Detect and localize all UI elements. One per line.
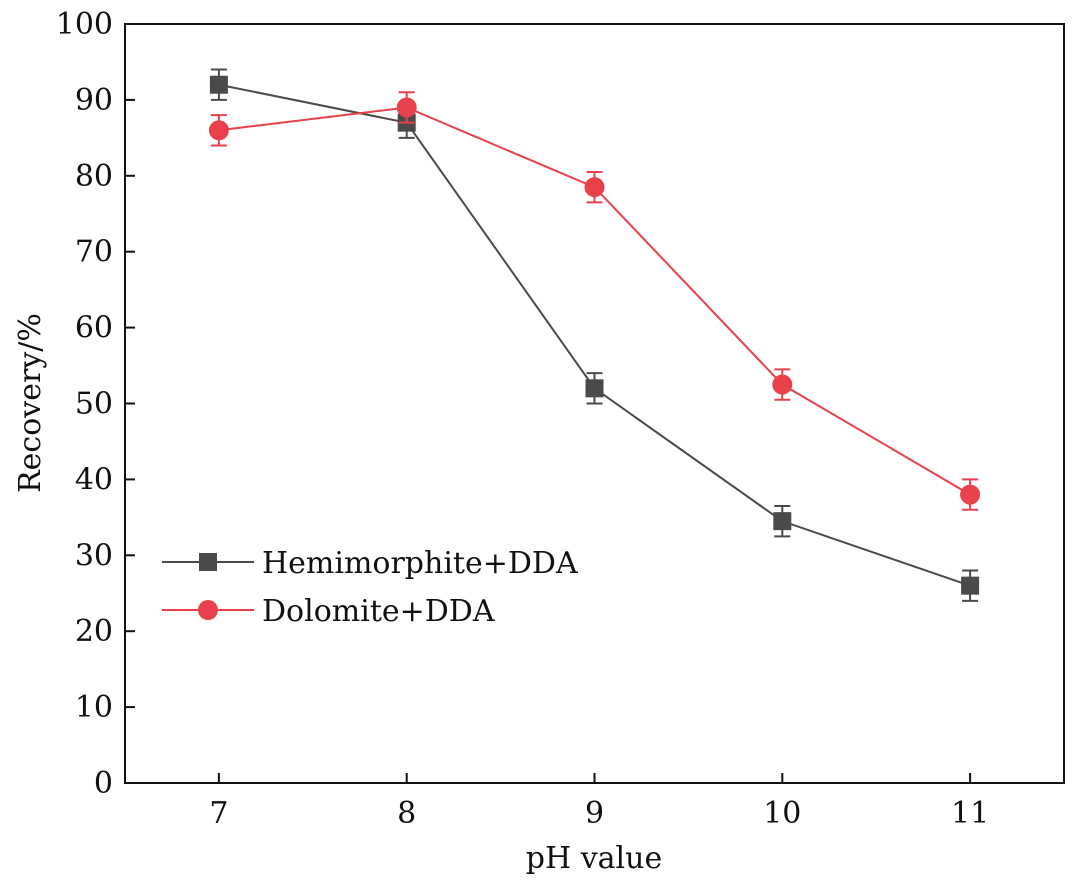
y-tick-label: 40	[75, 462, 113, 497]
series-dolomite-dda	[208, 91, 981, 511]
legend-label: Hemimorphite+DDA	[262, 546, 578, 581]
y-tick-label: 70	[75, 235, 113, 270]
data-point	[584, 177, 605, 198]
y-tick-label: 90	[75, 83, 113, 118]
data-point	[961, 576, 980, 595]
x-tick-label: 10	[763, 796, 801, 831]
y-tick-label: 80	[75, 159, 113, 194]
x-tick-label: 8	[397, 796, 416, 831]
data-point	[960, 484, 981, 505]
legend-item: Hemimorphite+DDA	[162, 546, 578, 581]
legend-item: Dolomite+DDA	[162, 594, 495, 629]
y-tick-label: 20	[75, 614, 113, 649]
x-tick-label: 11	[951, 796, 989, 831]
data-point	[772, 374, 793, 395]
series-line	[218, 83, 971, 587]
legend-label: Dolomite+DDA	[262, 594, 495, 629]
y-axis: 0 10 20 30 40 50 60 70 80 90 100	[56, 7, 135, 801]
y-tick-label: 10	[75, 690, 113, 725]
y-tick-label: 60	[75, 311, 113, 346]
y-axis-title: Recovery/%	[13, 313, 48, 493]
x-axis: 7 8 9 10 11	[209, 773, 989, 831]
data-series	[208, 68, 981, 602]
x-tick-label: 7	[209, 796, 228, 831]
x-axis-title: pH value	[526, 841, 662, 876]
series-line	[218, 106, 971, 496]
y-tick-label: 100	[56, 7, 113, 42]
legend: Hemimorphite+DDA Dolomite+DDA	[162, 546, 578, 629]
y-tick-label: 50	[75, 387, 113, 422]
series-hemimorphite-dda	[209, 68, 980, 602]
x-tick-label: 9	[585, 796, 604, 831]
data-point	[585, 379, 604, 398]
data-point	[396, 97, 417, 118]
legend-marker	[198, 600, 218, 620]
data-point	[773, 512, 792, 531]
y-tick-label: 30	[75, 538, 113, 573]
legend-marker	[199, 553, 217, 571]
y-tick-label: 0	[94, 766, 113, 801]
data-point	[209, 75, 228, 94]
data-point	[208, 120, 229, 141]
